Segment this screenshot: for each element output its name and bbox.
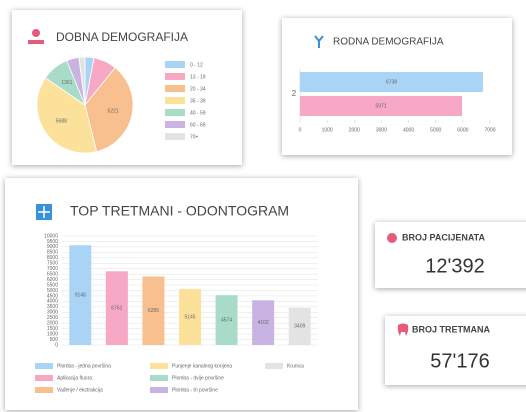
legend-label: 20 - 34 — [190, 86, 206, 92]
legend-swatch — [35, 387, 53, 393]
chart-title: TOP TRETMANI - ODONTOGRAM — [70, 203, 289, 219]
y-tick-label: 2000 — [47, 321, 58, 327]
legend-label: Punjenje kanalnog korijena — [172, 363, 232, 369]
bar-label: 5971 — [375, 103, 386, 109]
legend-swatch — [165, 121, 185, 128]
bar-label: 3409 — [294, 324, 305, 330]
bar — [69, 245, 92, 345]
bar-label: 6738 — [386, 79, 397, 85]
legend-label: Krunica — [287, 363, 304, 369]
y-tick-label: 0 — [55, 342, 58, 348]
bar — [105, 271, 128, 345]
treatments-card — [385, 316, 526, 385]
patients-card — [375, 222, 526, 288]
pie-slice — [84, 67, 134, 153]
card-value: 57'176 — [430, 350, 489, 372]
bar — [252, 300, 275, 345]
legend-label: Vađenje / ekstrakcija — [57, 387, 103, 393]
bar-label: 9148 — [75, 292, 86, 298]
y-tick-label: 4000 — [47, 299, 58, 305]
legend-label: 35 - 39 — [190, 98, 206, 104]
y-tick-label: 500 — [50, 337, 59, 343]
legend-swatch — [165, 61, 185, 68]
x-tick-label: 1000 — [322, 127, 333, 133]
age-icon — [28, 29, 44, 44]
slice-label: 5221 — [108, 109, 119, 115]
x-tick-label: 7000 — [484, 127, 495, 133]
y-tick-label: 1500 — [47, 326, 58, 332]
legend-swatch — [150, 387, 168, 393]
y-tick-label: 2500 — [47, 315, 58, 321]
legend-label: 13 - 19 — [190, 74, 206, 80]
y-tick-label: 1000 — [47, 331, 58, 337]
legend-swatch — [165, 97, 185, 104]
pie-slice — [78, 56, 86, 106]
y-tick-label: 3500 — [47, 304, 58, 310]
y-tick-label: 4500 — [47, 293, 58, 299]
y-tick-label: 9500 — [47, 239, 58, 245]
bar — [300, 96, 463, 116]
y-tick-label: 3000 — [47, 310, 58, 316]
tooth-icon — [397, 323, 409, 336]
x-tick-label: 6000 — [457, 127, 468, 133]
card-value: 12'392 — [425, 255, 484, 277]
legend-label: Plomba - jedna površina — [57, 363, 111, 369]
chart-icon-lines — [38, 206, 50, 218]
y-tick-label: 7500 — [47, 261, 58, 267]
legend-label: 40 - 59 — [190, 110, 206, 116]
legend-label: 70+ — [190, 134, 199, 140]
y-tick-label: 9000 — [47, 244, 58, 250]
bar — [288, 307, 311, 345]
chart-title: DOBNA DEMOGRAFIJA — [56, 30, 188, 44]
y-tick-label: 7000 — [47, 266, 58, 272]
legend-swatch — [265, 363, 283, 369]
legend-label: 60 - 69 — [190, 122, 206, 128]
legend-swatch — [35, 375, 53, 381]
bar-label: 4102 — [258, 320, 269, 326]
y-tick-label: 6500 — [47, 271, 58, 277]
y-tick-label: 10000 — [44, 233, 58, 239]
bar — [179, 288, 201, 345]
gender-icon — [314, 35, 324, 48]
slice-label: 5688 — [56, 119, 67, 125]
legend-swatch — [165, 109, 185, 116]
x-tick-label: 2000 — [349, 127, 360, 133]
legend-swatch — [165, 133, 185, 140]
y-tick-label: 8000 — [47, 255, 58, 261]
legend-swatch — [150, 363, 168, 369]
x-tick-label: 5000 — [430, 127, 441, 133]
bar-label: 6285 — [148, 308, 159, 314]
card-title: BROJ PACIJENATA — [402, 232, 486, 242]
legend-label: Aplikacija fluora — [57, 375, 92, 381]
y-tick-label: 5000 — [47, 288, 58, 294]
slice-label: 1361 — [61, 80, 72, 86]
legend-swatch — [150, 375, 168, 381]
legend-swatch — [35, 363, 53, 369]
patients-icon — [387, 233, 397, 243]
bar — [300, 72, 483, 92]
bar-label: 5145 — [184, 314, 195, 320]
y-tick-label: 8500 — [47, 250, 58, 256]
legend-label: Plomba - tri površine — [172, 387, 218, 393]
legend-swatch — [165, 85, 185, 92]
x-tick-label: 3000 — [376, 127, 387, 133]
y-tick-label: 2 — [292, 89, 297, 98]
bar — [215, 295, 238, 345]
x-tick-label: 0 — [299, 127, 302, 133]
bar-label: 6761 — [111, 305, 122, 311]
bar-label: 4574 — [221, 317, 232, 323]
legend-label: 0 - 12 — [190, 62, 203, 68]
x-tick-label: 4000 — [403, 127, 414, 133]
legend-swatch — [165, 73, 185, 80]
chart-title: RODNA DEMOGRAFIJA — [333, 37, 444, 48]
y-tick-label: 6000 — [47, 277, 58, 283]
y-tick-label: 5500 — [47, 282, 58, 288]
card-title: BROJ TRETMANA — [412, 324, 490, 334]
pie-slice — [36, 77, 98, 154]
bar — [142, 276, 165, 345]
legend-label: Plomba - dvije površine — [172, 375, 224, 381]
